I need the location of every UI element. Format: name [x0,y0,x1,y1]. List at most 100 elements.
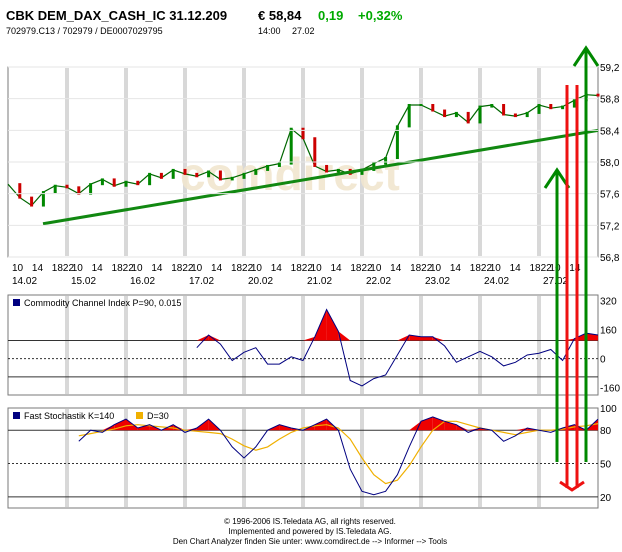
day-separator [301,409,305,507]
x-tick-label: 14 [510,263,522,274]
price-y-tick: 59,2 [600,63,620,74]
x-date-label: 21.02 [307,276,332,287]
price-candle [301,127,305,140]
price-candle [183,168,187,175]
x-date-label: 14.02 [12,276,37,287]
quote-date: 27.02 [292,26,315,36]
x-tick-label: 14 [271,263,283,274]
x-tick-label: 14 [450,263,462,274]
price-series [7,93,600,226]
price-candle [53,184,57,194]
red-arrow-head [559,480,585,492]
price-candle [89,183,93,195]
cci-overbought-fill [196,335,209,341]
x-tick-label: 1822 [350,263,373,274]
price-candle [336,168,340,173]
x-date-label: 15.02 [71,276,96,287]
x-tick-label: 10 [191,263,203,274]
x-tick-label: 10 [251,263,263,274]
price-y-tick: 58,8 [600,95,620,106]
day-separator [183,409,187,507]
cci-overbought-fill [421,336,433,341]
stoch-overbought-fill [185,428,197,431]
price-candle [136,180,140,186]
price-candle [549,104,553,110]
price-candle [254,168,258,175]
cci-line [196,308,599,387]
price-y-tick: 57,6 [600,190,620,201]
x-tick-label: 1822 [231,263,254,274]
price-candle [277,162,281,167]
instrument-ids: 702979.C13 / 702979 / DE0007029795 [6,26,163,36]
price-candle [454,111,458,118]
stochastic-series [8,416,599,498]
green-arrow-right-head [572,45,600,67]
green-arrow-left-head [543,167,571,189]
price-candle [218,170,222,181]
stoch-overbought-fill [279,424,292,431]
x-date-label: 20.02 [248,276,273,287]
stoch-overbought-fill [114,419,126,431]
price-candle [171,168,175,179]
price-candle [419,104,423,106]
footer-implemented: Implemented and powered by IS.Teledata A… [228,527,391,536]
day-separator [537,409,541,507]
day-separator [478,296,482,394]
price-candle [502,104,506,116]
price-candle [384,157,388,165]
cci-y-tick: 0 [600,355,606,366]
x-tick-label: 10 [131,263,143,274]
price-candle [537,104,541,114]
day-separator [301,296,305,394]
x-tick-label: 14 [32,263,44,274]
cci-overbought-fill [303,336,315,341]
x-tick-label: 14 [92,263,104,274]
price-candle [561,105,565,110]
instrument-title: CBK DEM_DAX_CASH_IC 31.12.209 [6,8,227,23]
stoch-d-line [78,420,599,485]
stoch-overbought-fill [468,428,480,431]
price-y-tick: 58,0 [600,158,620,169]
stoch-y-tick: 50 [600,460,612,471]
day-separator [360,296,364,394]
cci-y-axis: 320 160 0 -160 [600,296,620,394]
price-candle [159,172,163,179]
cci-series [8,308,599,387]
x-tick-label: 10 [490,263,502,274]
stoch-overbought-fill [102,424,115,431]
footer-copyright: © 1996-2006 IS.Teledata AG, all rights r… [224,517,396,526]
day-separator [65,296,69,394]
x-tick-label: 14 [390,263,402,274]
x-date-label: 22.02 [366,276,391,287]
x-tick-label: 1822 [410,263,433,274]
x-tick-label: 1822 [52,263,75,274]
price-y-tick: 57,2 [600,221,620,232]
day-separator [537,296,541,394]
cci-legend-swatch [13,299,20,306]
price-candle [313,137,317,167]
price-candle [407,104,411,128]
cci-y-tick: 160 [600,326,617,337]
x-tick-label: 14 [569,263,581,274]
price-candle [525,111,529,118]
price-candle [207,170,211,178]
x-date-label: 16.02 [130,276,155,287]
change-percent: +0,32% [358,8,403,23]
price-candle [360,168,364,175]
cci-overbought-fill [326,309,339,341]
price-candle [466,111,470,124]
x-tick-label: 14 [330,263,342,274]
x-tick-label: 1822 [112,263,135,274]
stoch-y-tick: 100 [600,404,617,415]
stoch-d-legend: D=30 [147,411,169,421]
day-separator [419,409,423,507]
x-tick-label: 10 [430,263,442,274]
price-candle [148,172,152,186]
price-candle [242,172,246,179]
cci-y-tick: -160 [600,384,620,395]
x-tick-label: 10 [12,263,24,274]
x-tick-label: 14 [211,263,223,274]
price-candle [65,184,69,189]
